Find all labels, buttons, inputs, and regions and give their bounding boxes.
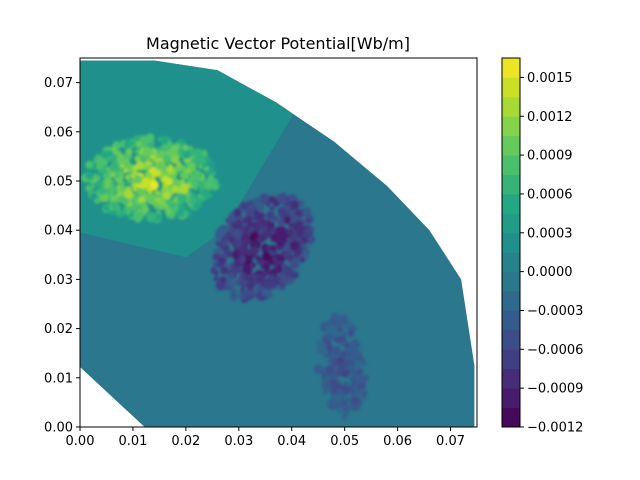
- colorbar-level: [502, 310, 520, 331]
- x-tick-label: 0.00: [66, 434, 95, 449]
- x-tick-label: 0.02: [171, 434, 200, 449]
- x-tick-label: 0.07: [436, 434, 465, 449]
- colorbar-frame: [501, 57, 521, 428]
- colorbar-tick-label: 0.0000: [527, 265, 573, 280]
- chart-title: Magnetic Vector Potential[Wb/m]: [146, 34, 410, 53]
- y-tick-label: 0.06: [44, 125, 73, 140]
- x-tick-label: 0.05: [330, 434, 359, 449]
- y-tick-label: 0.02: [44, 322, 73, 337]
- colorbar-level: [502, 77, 520, 98]
- colorbar-tick-label: 0.0012: [527, 110, 573, 125]
- colorbar-tick-label: −0.0006: [527, 343, 583, 358]
- colorbar-level: [502, 96, 520, 117]
- colorbar-tick-label: 0.0015: [527, 71, 573, 86]
- y-tick-label: 0.05: [44, 175, 73, 190]
- colorbar-level: [502, 135, 520, 156]
- potential-field: [80, 60, 475, 427]
- x-tick-label: 0.04: [277, 434, 306, 449]
- colorbar-level: [502, 193, 520, 214]
- y-tick-label: 0.04: [44, 224, 73, 239]
- colorbar-level: [502, 116, 520, 137]
- colorbar-level: [502, 155, 520, 175]
- y-tick-label: 0.03: [44, 273, 73, 288]
- colorbar-level: [502, 368, 520, 389]
- colorbar-level: [502, 232, 520, 253]
- colorbar-tick-label: 0.0009: [527, 149, 573, 164]
- axes-frame: [79, 57, 478, 428]
- colorbar-level: [502, 58, 520, 78]
- colorbar-level: [502, 407, 520, 428]
- y-tick-label: 0.00: [44, 421, 73, 436]
- colorbar-level: [502, 252, 520, 273]
- colorbar-tick-label: 0.0006: [527, 187, 573, 202]
- colorbar-level: [502, 213, 520, 234]
- x-tick-label: 0.01: [118, 434, 147, 449]
- region-negative-tail: [313, 312, 370, 420]
- colorbar-level: [502, 174, 520, 195]
- colorbar-tick-label: −0.0003: [527, 304, 583, 319]
- y-tick-label: 0.07: [44, 76, 73, 91]
- region-positive-coil: [81, 133, 220, 224]
- colorbar: 0.0015 0.0012 0.0009 0.0006 0.0003 0.0000 −0.0…: [501, 57, 583, 436]
- colorbar-level: [502, 329, 520, 350]
- colorbar-tick-label: −0.0009: [527, 382, 583, 397]
- colorbar-level: [502, 349, 520, 370]
- colorbar-level: [502, 271, 520, 292]
- colorbar-level: [502, 388, 520, 408]
- colorbar-tick-label: −0.0012: [527, 421, 583, 436]
- colorbar-tick-label: 0.0003: [527, 226, 573, 241]
- plot-area: 0.00 0.01 0.02 0.03 0.04 0.05 0.06 0.07 0.00 0.01…: [44, 57, 478, 449]
- colorbar-level: [502, 291, 520, 311]
- y-tick-label: 0.01: [44, 371, 73, 386]
- x-tick-label: 0.03: [224, 434, 253, 449]
- region-negative-coil: [210, 192, 316, 303]
- x-tick-label: 0.06: [383, 434, 412, 449]
